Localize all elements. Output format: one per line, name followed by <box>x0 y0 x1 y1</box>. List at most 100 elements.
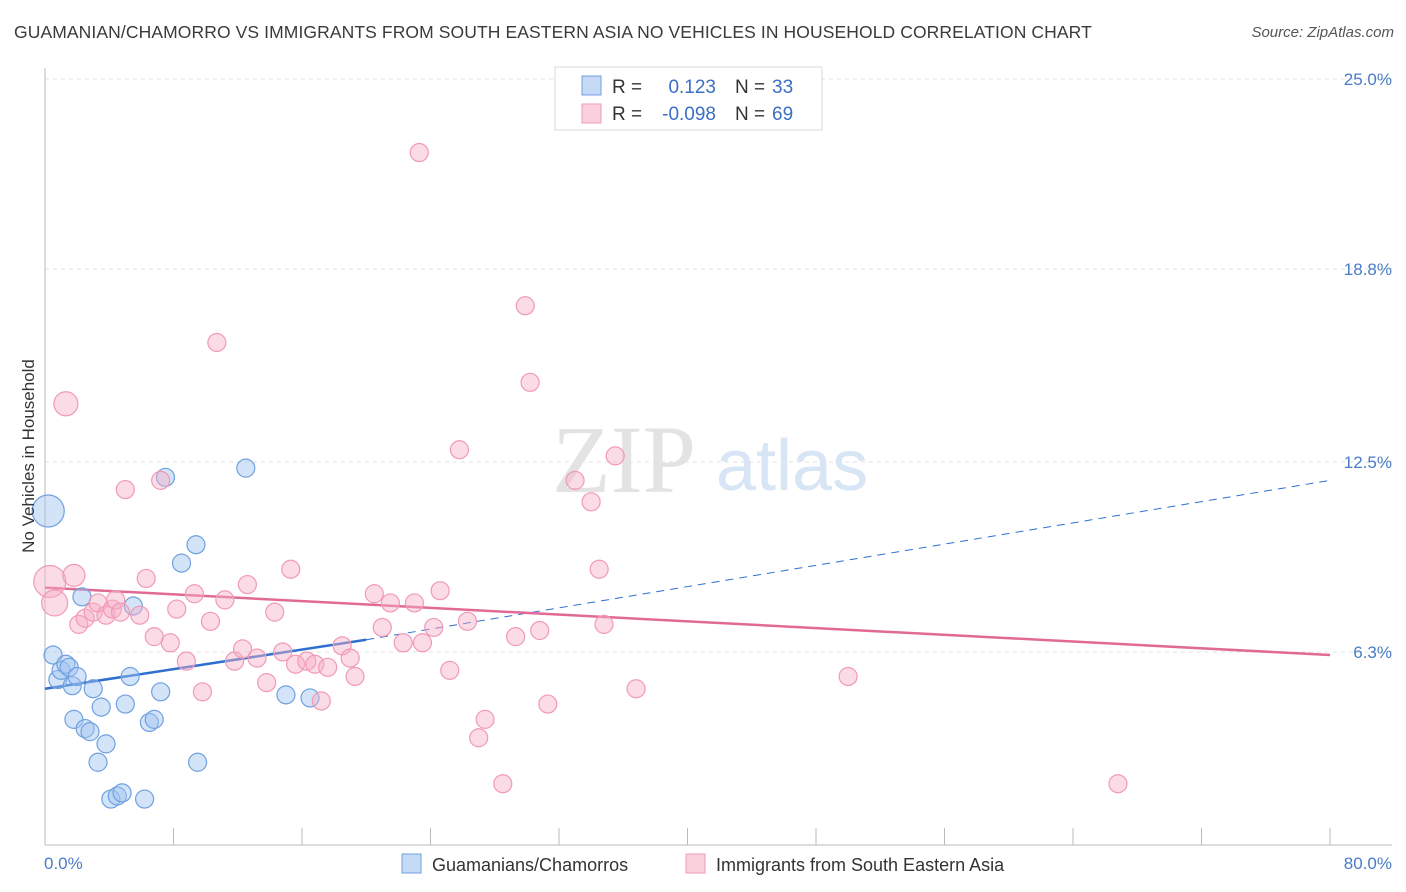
source-credit: Source: ZipAtlas.com <box>1251 24 1394 41</box>
point-guamanian <box>62 676 82 696</box>
x-tick-label-min: 0.0% <box>44 854 83 873</box>
point-sea-immigrant <box>311 691 331 711</box>
point-sea-immigrant <box>247 648 267 668</box>
point-sea-immigrant <box>176 651 196 671</box>
y-tick-label: 12.5% <box>1344 453 1392 472</box>
point-guamanian <box>96 734 116 754</box>
legend-r-value-2: -0.098 <box>662 104 716 125</box>
grid-lines <box>45 78 1392 653</box>
point-sea-immigrant <box>393 633 413 653</box>
point-sea-immigrant <box>581 492 601 512</box>
point-sea-immigrant <box>110 602 131 622</box>
x-tick-label-max: 80.0% <box>1344 854 1392 873</box>
point-sea-immigrant <box>626 679 646 699</box>
point-sea-immigrant <box>215 590 235 610</box>
point-sea-immigrant <box>538 694 558 714</box>
point-sea-immigrant <box>130 605 150 625</box>
series-swatch-blue <box>401 853 422 874</box>
point-sea-immigrant <box>506 627 526 647</box>
point-sea-immigrant <box>184 584 204 604</box>
point-sea-immigrant <box>475 709 495 729</box>
point-sea-immigrant <box>281 559 301 579</box>
chart-title: GUAMANIAN/CHAMORRO VS IMMIGRANTS FROM SO… <box>14 22 1092 42</box>
legend-r-label-1: R = <box>612 77 642 98</box>
point-sea-immigrant <box>62 563 86 587</box>
point-sea-immigrant <box>594 614 614 634</box>
point-sea-immigrant <box>160 633 180 653</box>
legend-swatch-pink <box>581 103 602 124</box>
point-guamanian <box>187 752 208 772</box>
point-guamanian <box>88 752 108 772</box>
point-sea-immigrant <box>257 673 277 693</box>
point-sea-immigrant <box>106 590 126 610</box>
y-tick-label: 25.0% <box>1344 70 1392 89</box>
legend-r-value-1: 0.123 <box>668 77 716 98</box>
point-sea-immigrant <box>33 564 67 599</box>
point-sea-immigrant <box>409 142 429 163</box>
point-sea-immigrant <box>273 642 293 662</box>
point-sea-immigrant <box>41 589 69 617</box>
point-guamanian <box>171 553 192 573</box>
point-sea-immigrant <box>364 584 384 604</box>
point-guamanian <box>134 789 155 809</box>
point-sea-immigrant <box>285 654 306 674</box>
trend-line-pink <box>44 586 1331 657</box>
y-tick-labels: 6.3% 12.5% 18.8% 25.0% <box>1344 70 1392 662</box>
point-guamanian <box>186 535 206 555</box>
watermark: ZIP atlas <box>552 406 868 513</box>
point-guamanian <box>80 722 100 742</box>
point-sea-immigrant <box>424 617 444 638</box>
y-tick-label: 18.8% <box>1344 260 1392 279</box>
point-sea-immigrant <box>605 446 625 466</box>
legend-n-label-1: N = <box>735 77 765 98</box>
point-guamanian <box>276 685 296 705</box>
point-sea-immigrant <box>372 617 392 638</box>
point-sea-immigrant <box>318 657 338 677</box>
y-axis-label: No Vehicles in Household <box>19 359 38 553</box>
trend-line-blue <box>44 638 367 690</box>
point-sea-immigrant <box>520 372 540 392</box>
point-guamanian <box>83 679 103 699</box>
point-sea-immigrant <box>237 574 257 595</box>
point-guamanian <box>91 697 111 717</box>
point-sea-immigrant <box>589 559 609 579</box>
legend-n-label-2: N = <box>735 104 765 125</box>
legend-r-label-2: R = <box>612 104 642 125</box>
series-label-pink: Immigrants from South Eastern Asia <box>716 855 1005 875</box>
trend-lines <box>44 479 1331 690</box>
point-sea-immigrant <box>200 611 221 631</box>
trend-line-blue-extension <box>366 479 1331 641</box>
series-label-blue: Guamanians/Chamorros <box>432 855 628 875</box>
point-sea-immigrant <box>1108 774 1128 794</box>
point-sea-immigrant <box>207 332 227 353</box>
point-sea-immigrant <box>530 620 550 641</box>
axes <box>44 68 1392 846</box>
point-sea-immigrant <box>53 391 79 417</box>
point-sea-immigrant <box>469 728 489 748</box>
point-sea-immigrant <box>404 593 425 613</box>
point-sea-immigrant <box>838 666 858 687</box>
point-guamanian <box>31 494 65 528</box>
point-sea-immigrant <box>412 633 433 653</box>
point-sea-immigrant <box>265 602 285 622</box>
legend-n-value-2: 69 <box>772 104 793 125</box>
point-sea-immigrant <box>232 639 253 659</box>
point-guamanian <box>67 666 87 687</box>
point-sea-immigrant <box>151 470 171 490</box>
point-guamanian <box>144 709 164 729</box>
point-sea-immigrant <box>144 627 164 647</box>
point-sea-immigrant <box>565 470 585 490</box>
point-sea-immigrant <box>115 479 135 500</box>
point-sea-immigrant <box>430 581 450 601</box>
point-sea-immigrant <box>449 440 470 460</box>
x-tick-labels: 0.0% 80.0% <box>44 854 1392 873</box>
point-sea-immigrant <box>515 296 535 316</box>
point-sea-immigrant <box>457 611 478 631</box>
point-sea-immigrant <box>136 568 156 589</box>
point-guamanian <box>56 654 76 674</box>
data-points <box>31 142 1128 809</box>
watermark-atlas: atlas <box>716 426 868 506</box>
point-guamanian <box>120 666 140 687</box>
point-sea-immigrant <box>340 648 360 668</box>
legend-swatch-blue <box>581 75 602 96</box>
